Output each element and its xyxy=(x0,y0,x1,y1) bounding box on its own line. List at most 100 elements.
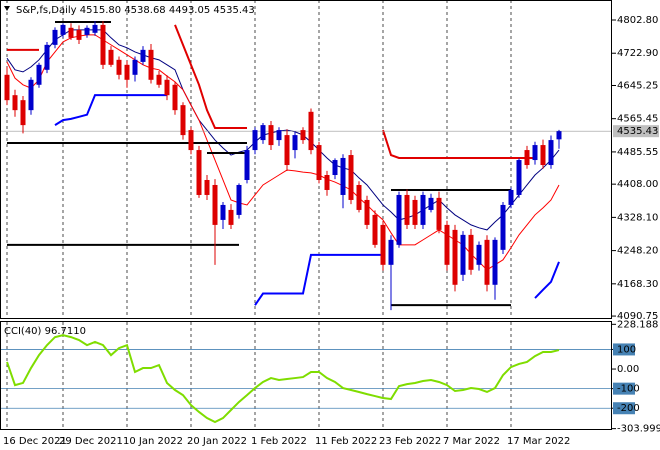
price-panel-border xyxy=(0,0,612,319)
grid xyxy=(0,0,612,430)
x-tick-label: 20 Jan 2022 xyxy=(187,436,247,447)
candle-body xyxy=(484,239,490,285)
y-tick-label: 4802.80 xyxy=(617,15,658,26)
y-tick-label: 4722.90 xyxy=(617,48,658,59)
candle-body xyxy=(28,79,34,111)
candle-body xyxy=(524,150,530,166)
y-tick-label: 4168.30 xyxy=(617,279,658,290)
header-value: 4535.43 xyxy=(213,5,254,16)
candle-body xyxy=(452,229,458,285)
candle-body xyxy=(540,145,546,166)
y-tick-label: -100 xyxy=(617,384,640,395)
candle-body xyxy=(140,49,146,62)
candle-body xyxy=(148,49,154,80)
cci-line xyxy=(6,334,560,424)
candle-body xyxy=(124,64,130,80)
candle-body xyxy=(316,145,322,180)
level-label-box xyxy=(613,402,635,415)
candle-body xyxy=(324,175,330,190)
candle-body xyxy=(340,157,346,195)
cci-panel-border xyxy=(0,321,612,430)
y-tick-label: 4485.55 xyxy=(617,147,658,158)
header-value: 4515.80 xyxy=(80,5,121,16)
candle-body xyxy=(548,140,554,166)
overlay-line xyxy=(174,24,247,130)
candle-body xyxy=(68,27,74,38)
candle-body xyxy=(276,130,282,141)
candle-body xyxy=(260,125,266,141)
candle-body xyxy=(532,145,538,161)
candle-body xyxy=(84,27,90,35)
candle-body xyxy=(228,209,234,225)
x-tick-label: 23 Feb 2022 xyxy=(379,436,441,447)
x-tick-label: 10 Jan 2022 xyxy=(123,436,183,447)
x-tick-label: 1 Feb 2022 xyxy=(251,436,307,447)
candle-body xyxy=(308,111,314,151)
y-tick-label: 4565.45 xyxy=(617,114,658,125)
candle-body xyxy=(196,150,202,195)
x-tick-label: 7 Mar 2022 xyxy=(443,436,500,447)
candle-body xyxy=(396,194,402,245)
last-price-box xyxy=(613,125,659,138)
candle-body xyxy=(300,130,306,141)
candle-body xyxy=(356,184,362,210)
candle-body xyxy=(516,160,522,195)
candle-body xyxy=(420,194,426,225)
candle-body xyxy=(252,130,258,151)
candle-body xyxy=(508,189,514,205)
y-tick-label: 4090.75 xyxy=(617,311,658,322)
candle-body xyxy=(244,150,250,180)
candle-body xyxy=(20,100,26,126)
candle-body xyxy=(172,84,178,111)
overlay-line xyxy=(382,129,535,159)
level-label-box xyxy=(613,382,635,395)
candle-body xyxy=(236,184,242,215)
candle-body xyxy=(476,244,482,265)
candle-body xyxy=(204,179,210,195)
cci-title: CCI(40) xyxy=(4,326,42,337)
candle-body xyxy=(468,234,474,270)
candle-body xyxy=(132,59,138,75)
cci-last-value: 96.7110 xyxy=(45,326,86,337)
candle-body xyxy=(492,239,498,285)
header-value: 4493.05 xyxy=(169,5,210,16)
candle-body xyxy=(12,95,18,111)
candle-body xyxy=(460,234,466,275)
candle-body xyxy=(388,239,394,265)
candle-body xyxy=(500,204,506,250)
candle-body xyxy=(444,224,450,265)
overlay-line xyxy=(254,253,383,306)
candle-body xyxy=(412,199,418,225)
y-tick-label: 4645.25 xyxy=(617,81,658,92)
y-tick-label: 228.188 xyxy=(617,319,658,330)
candle-body xyxy=(60,24,66,35)
candle-body xyxy=(332,160,338,176)
candle-body xyxy=(180,105,186,136)
overlay-line xyxy=(534,261,560,299)
candle-body xyxy=(268,125,274,146)
candle-body xyxy=(428,197,434,210)
chart-header: S&P,fs,Daily 4515.80 4538.68 4493.05 453… xyxy=(16,5,255,16)
candle-body xyxy=(284,135,290,166)
candle-body xyxy=(212,184,218,225)
candle-body xyxy=(292,135,298,151)
candle-body xyxy=(372,214,378,245)
last-price-label: 4535.43 xyxy=(617,126,658,137)
candle-body xyxy=(188,130,194,151)
y-tick-label: 0.00 xyxy=(617,364,639,375)
candle-body xyxy=(116,59,122,75)
candle-body xyxy=(108,49,114,65)
candle-body xyxy=(348,155,354,200)
y-tick-label: 4248.20 xyxy=(617,246,658,257)
candle-body xyxy=(404,194,410,225)
y-tick-label: 4408.00 xyxy=(617,179,658,190)
y-tick-label: 100 xyxy=(617,344,636,355)
x-tick-label: 29 Dec 2021 xyxy=(59,436,123,447)
overlay-line xyxy=(54,94,167,126)
level-label-box xyxy=(613,343,635,356)
